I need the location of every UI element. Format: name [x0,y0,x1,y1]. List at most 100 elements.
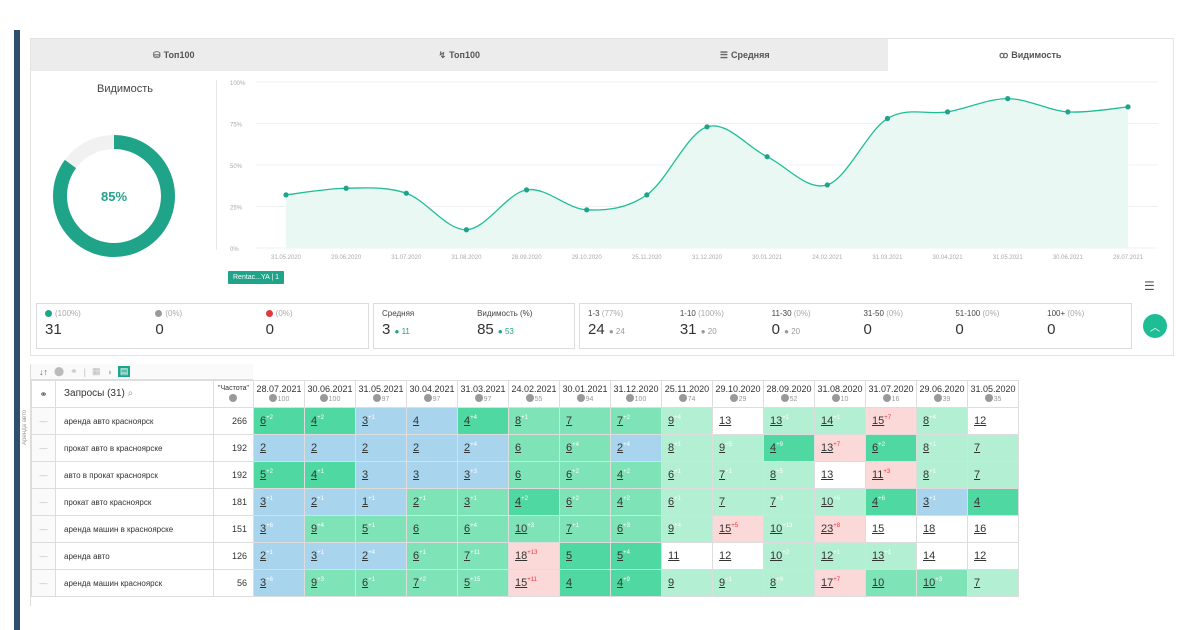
position-cell[interactable]: 6 [406,515,458,543]
position-cell[interactable]: 6+2 [253,407,305,435]
data-point[interactable] [403,190,409,196]
position-cell[interactable]: 3 [355,461,407,489]
sort-icon[interactable]: ↓↑ [39,366,48,377]
scroll-up-button[interactable]: ︿ [1143,314,1167,338]
position-cell[interactable]: 7+1 [712,461,764,489]
position-cell[interactable]: 4+2 [610,461,662,489]
position-cell[interactable]: 8+4 [916,407,968,435]
tab-visibility[interactable]: ꝏ Видимость [887,39,1173,71]
position-cell[interactable]: 9+5 [712,434,764,462]
search-icon[interactable]: ⌕ [127,388,134,399]
date-column-header[interactable]: 29.10.2020 29 [712,380,764,408]
query-cell[interactable]: аренда авто красноярск [55,407,214,435]
position-cell[interactable]: 8+1 [916,434,968,462]
position-cell[interactable]: 15+7 [865,407,917,435]
position-cell[interactable]: 14+1 [814,407,866,435]
data-point[interactable] [343,185,349,191]
position-cell[interactable]: 13+7 [814,434,866,462]
position-cell[interactable]: 6+1 [661,461,713,489]
position-cell[interactable]: 11+3 [865,461,917,489]
toggle-icon[interactable]: ⬤ [54,366,65,376]
position-cell[interactable]: 7+2 [406,569,458,597]
position-cell[interactable]: 23+8 [814,515,866,543]
row-handle[interactable]: — [31,461,56,489]
position-cell[interactable]: 3+6 [253,515,305,543]
position-cell[interactable]: 10+3 [916,569,968,597]
position-cell[interactable]: 17+7 [814,569,866,597]
position-cell[interactable]: 4+9 [610,569,662,597]
position-cell[interactable]: 6+2 [865,434,917,462]
position-cell[interactable]: 8+9 [763,569,815,597]
series-chip[interactable]: Rentac...YA | 1 [228,271,285,284]
position-cell[interactable]: 16 [967,515,1019,543]
row-handle[interactable]: — [31,542,56,570]
position-cell[interactable]: 10+3 [508,515,560,543]
position-cell[interactable]: 13+1 [763,407,815,435]
position-cell[interactable]: 2+4 [355,542,407,570]
date-column-header[interactable]: 28.09.2020 52 [763,380,815,408]
position-cell[interactable]: 6+4 [559,434,611,462]
position-cell[interactable]: 14+2 [916,542,968,570]
position-cell[interactable]: 7 [967,461,1019,489]
date-column-header[interactable]: 30.01.2021 94 [559,380,611,408]
position-cell[interactable]: 3+3 [457,461,509,489]
position-cell[interactable]: 15+11 [508,569,560,597]
position-cell[interactable]: 8+5 [763,461,815,489]
date-column-header[interactable]: 30.04.2021 97 [406,380,458,408]
position-cell[interactable]: 4+2 [304,407,356,435]
position-cell[interactable]: 8+1 [661,434,713,462]
position-cell[interactable]: 2 [406,434,458,462]
position-cell[interactable]: 5+1 [355,515,407,543]
data-point[interactable] [644,192,650,198]
position-cell[interactable]: 3+1 [253,488,305,516]
position-cell[interactable]: 5 [559,542,611,570]
position-cell[interactable]: 4+6 [865,488,917,516]
data-point[interactable] [1005,96,1011,102]
query-cell[interactable]: прокат авто красноярск [55,488,214,516]
position-cell[interactable]: 5+2 [253,461,305,489]
position-cell[interactable]: 3+1 [916,488,968,516]
date-column-header[interactable]: 31.05.2021 97 [355,380,407,408]
tab-top100-db[interactable]: ⛁ Топ100 [153,49,195,61]
date-column-header[interactable]: 24.02.2021 55 [508,380,560,408]
row-handle[interactable]: — [31,434,56,462]
position-cell[interactable]: 8+1 [916,461,968,489]
position-cell[interactable]: 9+4 [661,407,713,435]
query-cell[interactable]: аренда авто [55,542,214,570]
data-point[interactable] [283,192,289,198]
position-cell[interactable]: 7+11 [457,542,509,570]
position-cell[interactable]: 7 [712,488,764,516]
query-cell[interactable]: аренда машин в красноярске [55,515,214,543]
position-cell[interactable]: 2+1 [406,488,458,516]
position-cell[interactable]: 12+2 [712,542,764,570]
row-handle[interactable]: — [31,488,56,516]
position-cell[interactable]: 8+1 [508,407,560,435]
data-point[interactable] [584,207,590,213]
position-cell[interactable]: 15+3 [865,515,917,543]
position-cell[interactable]: 4+4 [457,407,509,435]
data-point[interactable] [463,227,470,233]
date-column-header[interactable]: 31.05.2020 35 [967,380,1019,408]
grid-icon[interactable]: ▦ [91,366,101,376]
tab-top100-trend[interactable]: ↯ Топ100 [438,49,480,61]
position-cell[interactable]: 4 [967,488,1019,516]
data-point[interactable] [944,109,951,115]
tab-average[interactable]: ☰ Средняя [719,49,770,61]
query-cell[interactable]: прокат авто в красноярске [55,434,214,462]
date-column-header[interactable]: 29.06.2020 39 [916,380,968,408]
data-point[interactable] [884,115,891,122]
position-cell[interactable]: 10 [865,569,917,597]
position-cell[interactable]: 12 [967,407,1019,435]
position-cell[interactable]: 15+5 [712,515,764,543]
position-cell[interactable]: 2 [253,434,305,462]
row-handle[interactable]: — [31,407,56,435]
date-column-header[interactable]: 28.07.2021 100 [253,380,305,408]
position-cell[interactable]: 6 [508,461,560,489]
frequency-column-header[interactable]: "Частота" [213,380,254,408]
position-cell[interactable]: 3+1 [457,488,509,516]
data-point[interactable] [1065,109,1071,115]
data-point[interactable] [824,182,830,188]
position-cell[interactable]: 7 [559,407,611,435]
position-cell[interactable]: 11+1 [661,542,713,570]
position-cell[interactable]: 12 [967,542,1019,570]
